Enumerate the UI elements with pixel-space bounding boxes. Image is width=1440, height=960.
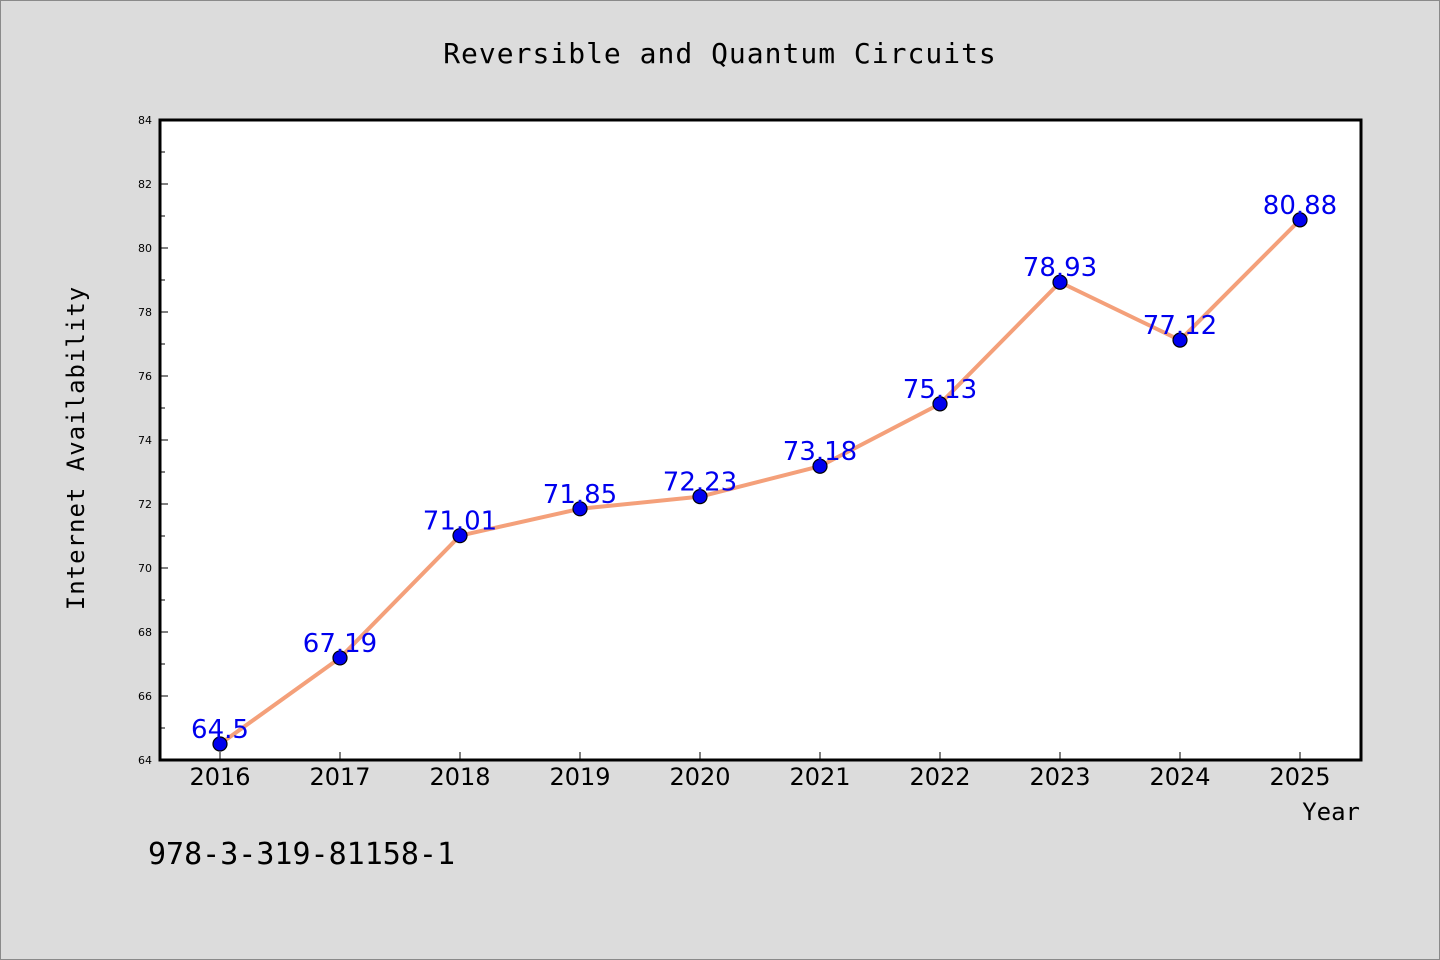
x-tick-label: 2023: [1029, 763, 1090, 791]
y-tick-label: 82: [138, 178, 152, 191]
y-tick-label: 78: [138, 306, 152, 319]
y-tick-label: 68: [138, 626, 152, 639]
footer-isbn: 978-3-319-81158-1: [148, 837, 455, 872]
x-tick-label: 2021: [789, 763, 850, 791]
x-tick-label: 2016: [189, 763, 250, 791]
y-tick-label: 84: [138, 114, 152, 127]
data-label: 73.18: [783, 437, 857, 467]
data-point: [812, 458, 828, 474]
series-line: [218, 217, 1302, 746]
data-point: [1052, 274, 1068, 290]
data-point: [932, 396, 948, 412]
data-label: 78.93: [1023, 253, 1097, 283]
data-label: 64.5: [191, 715, 249, 745]
data-label: 71.01: [423, 507, 497, 537]
data-label: 80.88: [1263, 191, 1337, 221]
y-tick-label: 72: [138, 498, 152, 511]
y-tick-label: 74: [138, 434, 152, 447]
x-tick-label: 2017: [309, 763, 370, 791]
chart-title: Reversible and Quantum Circuits: [443, 37, 997, 70]
data-point: [332, 650, 348, 666]
data-point: [1292, 212, 1308, 228]
y-tick-label: 70: [138, 562, 152, 575]
y-axis: 64 66 68 70 72 74 76 78 80 82 84: [138, 114, 168, 767]
data-label: 71.85: [543, 480, 617, 510]
data-label: 75.13: [903, 375, 977, 405]
data-point: [452, 528, 468, 544]
data-point: [212, 736, 228, 752]
data-label: 72.23: [663, 468, 737, 498]
y-tick-label: 76: [138, 370, 152, 383]
x-axis-label: Year: [1302, 798, 1360, 826]
y-axis-label: Internet Availability: [62, 286, 90, 610]
data-label: 67.19: [303, 629, 377, 659]
data-point: [572, 501, 588, 517]
x-axis: 2016 2017 2018 2019 2020 2021 2022 2023 2024 2025: [189, 752, 1331, 791]
y-tick-label: 66: [138, 690, 152, 703]
x-tick-label: 2025: [1269, 763, 1330, 791]
data-label: 77.12: [1143, 311, 1217, 341]
data-point: [1172, 332, 1188, 348]
y-tick-label: 64: [138, 754, 152, 767]
x-tick-label: 2022: [909, 763, 970, 791]
x-tick-label: 2018: [429, 763, 490, 791]
data-point: [692, 489, 708, 505]
plot-area: [158, 118, 1363, 762]
series-group: 64.5 67.19 71.01 71.85 72.23 73.18 75.13 78.93 7…: [191, 191, 1337, 752]
x-tick-label: 2024: [1149, 763, 1210, 791]
x-tick-label: 2020: [669, 763, 730, 791]
x-tick-label: 2019: [549, 763, 610, 791]
y-tick-label: 80: [138, 242, 152, 255]
